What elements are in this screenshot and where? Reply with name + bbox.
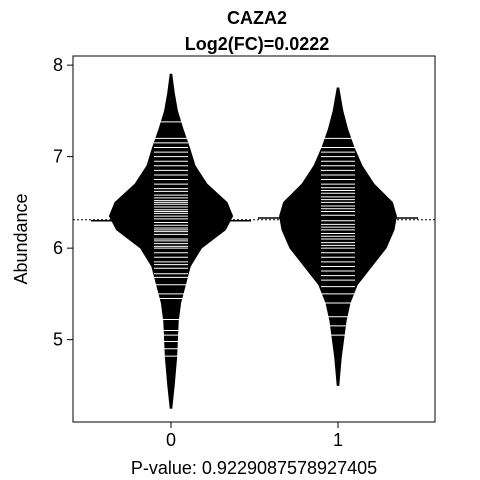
y-tick-label: 6	[53, 238, 63, 258]
chart-title: CAZA2	[227, 8, 287, 28]
y-tick-label: 8	[53, 55, 63, 75]
chart-subtitle: Log2(FC)=0.0222	[185, 34, 330, 54]
y-tick-label: 7	[53, 147, 63, 167]
x-axis-label: P-value: 0.9229087578927405	[131, 458, 377, 478]
y-tick-label: 5	[53, 330, 63, 350]
bean-layer	[73, 73, 435, 409]
y-axis: 5 6 7 8	[53, 55, 73, 350]
x-tick-label: 0	[166, 430, 176, 450]
x-tick-label: 1	[333, 430, 343, 450]
y-axis-label: Abundance	[11, 193, 31, 284]
plot-frame	[72, 55, 436, 423]
